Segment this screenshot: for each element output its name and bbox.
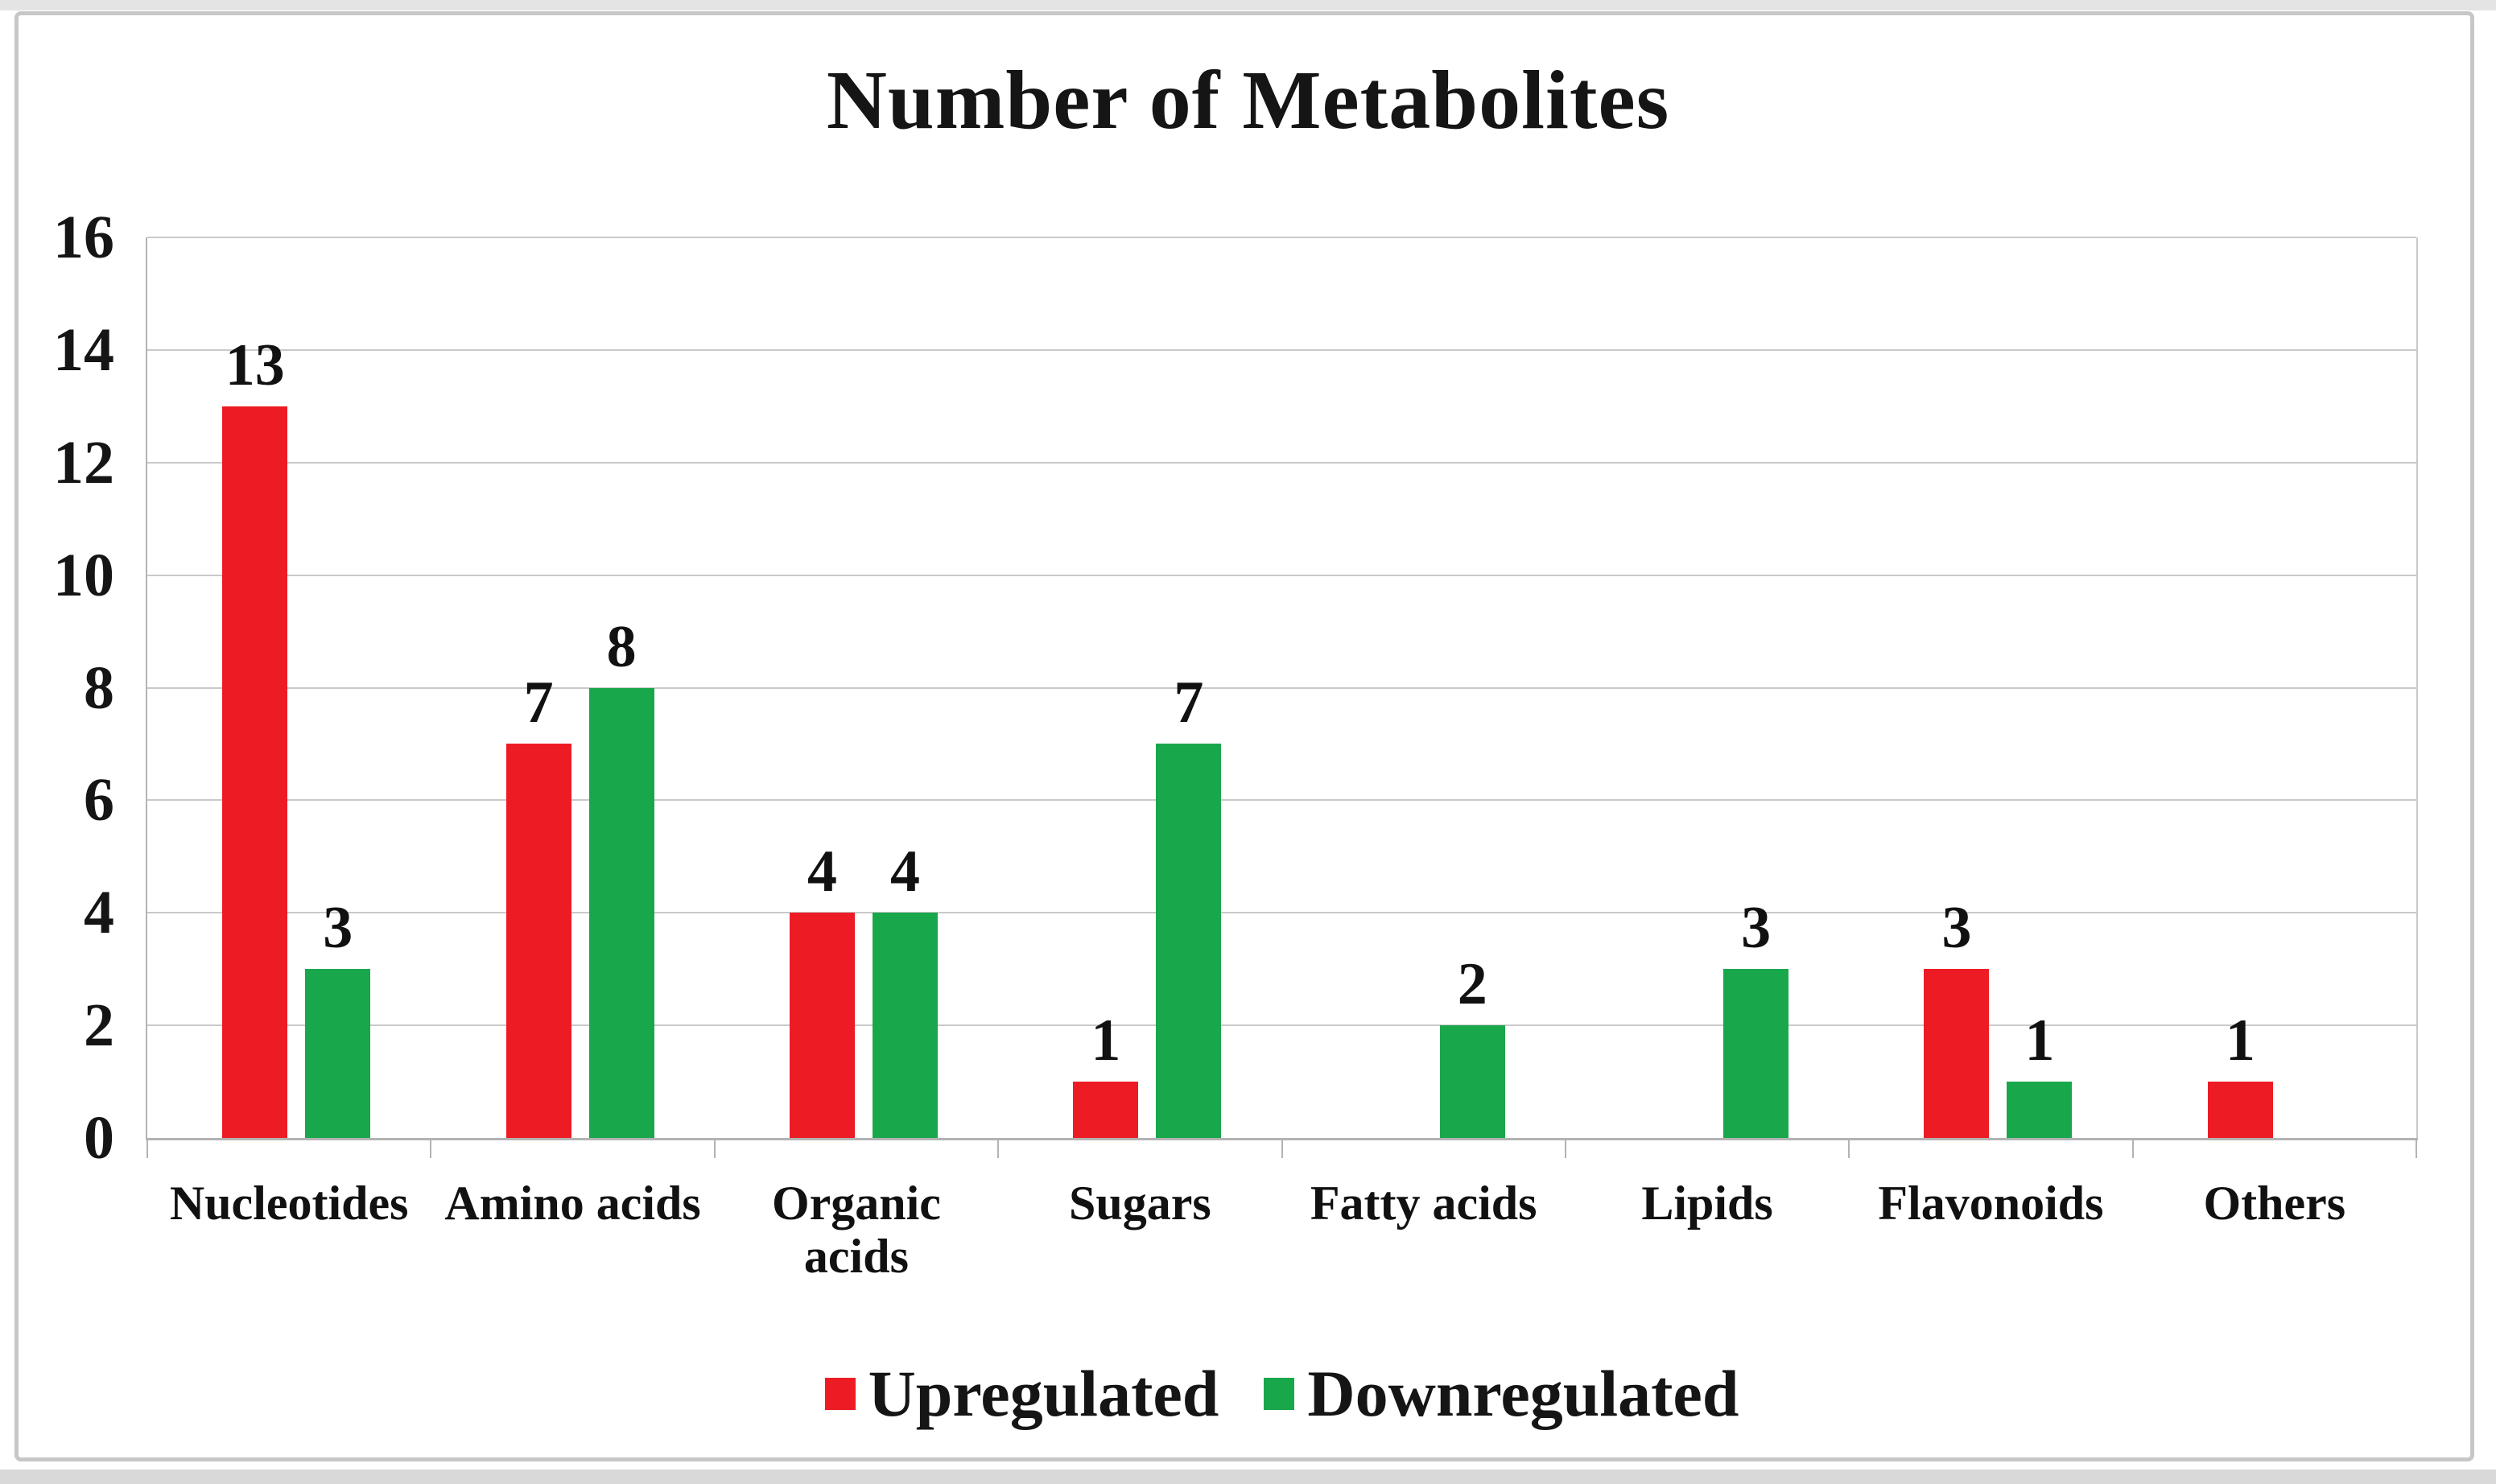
x-axis-line [146, 1138, 2418, 1140]
legend-label-upregulated: Upregulated [868, 1357, 1219, 1430]
y-axis-tick-label: 6 [84, 766, 114, 835]
bar-upregulated-sugars [1073, 1082, 1139, 1138]
gridline [147, 237, 2416, 238]
x-axis-tick [430, 1140, 432, 1158]
legend-item-downregulated: Downregulated [1264, 1358, 1739, 1430]
bar-downregulated-flavonoids [2007, 1082, 2073, 1138]
value-label-downregulated-amino-acids: 8 [606, 613, 637, 680]
value-label-upregulated-nucleotides: 13 [225, 332, 285, 398]
category-label-sugars: Sugars [1068, 1177, 1211, 1230]
legend: Upregulated Downregulated [147, 1354, 2416, 1434]
gridline [147, 348, 2416, 351]
gridline [147, 461, 2416, 464]
y-axis-tick-label: 8 [84, 653, 114, 722]
plot-right-border-line [2416, 237, 2418, 1140]
gridline [147, 912, 2416, 914]
value-label-upregulated-organic-acids: 4 [807, 839, 837, 905]
x-axis-tick [146, 1140, 148, 1158]
x-axis-tick [713, 1140, 716, 1158]
value-label-upregulated-flavonoids: 3 [1941, 895, 1972, 962]
value-label-downregulated-flavonoids: 1 [2024, 1008, 2055, 1074]
value-label-downregulated-organic-acids: 4 [889, 839, 920, 905]
category-label-amino-acids: Amino acids [444, 1177, 701, 1230]
category-label-flavonoids: Flavonoids [1878, 1177, 2104, 1230]
value-label-downregulated-sugars: 7 [1174, 670, 1204, 736]
y-axis-tick-label: 2 [84, 991, 114, 1060]
y-axis-tick-label: 12 [53, 428, 114, 497]
bar-downregulated-amino-acids [588, 687, 654, 1138]
bar-upregulated-amino-acids [505, 744, 571, 1138]
legend-swatch-downregulated-icon [1264, 1378, 1295, 1410]
bar-downregulated-lipids [1723, 969, 1789, 1138]
legend-swatch-upregulated-icon [824, 1378, 856, 1410]
y-axis-tick-label: 16 [53, 204, 114, 271]
gridline [147, 574, 2416, 576]
bar-downregulated-fatty-acids [1439, 1025, 1505, 1138]
value-label-upregulated-amino-acids: 7 [523, 670, 554, 736]
y-axis-tick-label: 0 [84, 1104, 114, 1172]
bottom-edge-strip [0, 1470, 2496, 1484]
value-label-downregulated-nucleotides: 3 [323, 895, 353, 962]
x-axis-tick [1281, 1140, 1283, 1158]
gridline [147, 686, 2416, 689]
value-label-downregulated-lipids: 3 [1741, 895, 1772, 962]
y-axis-tick-label: 4 [84, 879, 114, 947]
legend-label-downregulated: Downregulated [1307, 1357, 1739, 1430]
value-label-downregulated-fatty-acids: 2 [1457, 951, 1487, 1018]
bar-upregulated-flavonoids [1924, 969, 1990, 1138]
bar-downregulated-organic-acids [872, 913, 938, 1138]
category-label-others: Others [2203, 1177, 2346, 1230]
gridline [147, 1024, 2416, 1027]
category-label-fatty-acids: Fatty acids [1310, 1177, 1537, 1230]
y-axis-tick-label: 10 [53, 541, 114, 609]
x-axis-tick [1564, 1140, 1566, 1158]
bar-upregulated-organic-acids [789, 913, 855, 1138]
category-label-organic-acids: Organic acids [771, 1177, 941, 1283]
bar-upregulated-others [2207, 1082, 2273, 1138]
y-axis-tick-label: 14 [53, 315, 114, 384]
x-axis-tick [1848, 1140, 1850, 1158]
x-axis-tick [2416, 1140, 2417, 1158]
bar-downregulated-nucleotides [305, 969, 371, 1138]
category-label-nucleotides: Nucleotides [169, 1177, 409, 1230]
value-label-upregulated-others: 1 [2225, 1008, 2255, 1074]
figure-frame [14, 11, 2474, 1461]
top-edge-strip [0, 0, 2496, 10]
chart-title: Number of Metabolites [826, 54, 1670, 146]
x-axis-tick [997, 1140, 1000, 1158]
bar-downregulated-sugars [1156, 744, 1222, 1138]
bar-upregulated-nucleotides [222, 406, 288, 1138]
y-axis-line [146, 237, 147, 1140]
legend-item-upregulated: Upregulated [824, 1357, 1219, 1430]
x-axis-tick [2131, 1140, 2134, 1158]
gridline [147, 799, 2416, 802]
value-label-upregulated-sugars: 1 [1091, 1008, 1121, 1074]
category-label-lipids: Lipids [1641, 1177, 1773, 1230]
